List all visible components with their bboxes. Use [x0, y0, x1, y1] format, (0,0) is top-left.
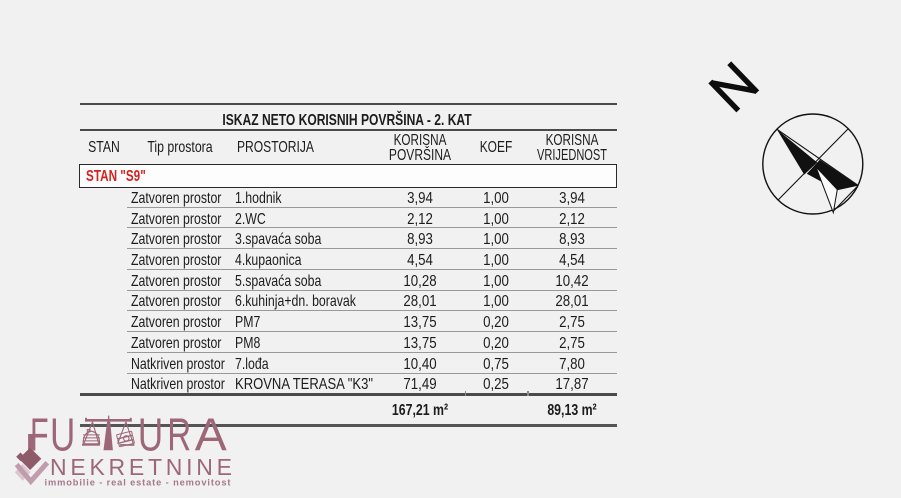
- svg-text:immobilie - real estate - nemo: immobilie - real estate - nemovitost: [45, 478, 231, 488]
- svg-text:U: U: [138, 408, 163, 460]
- svg-text:NEKRETNINE: NEKRETNINE: [50, 454, 232, 480]
- svg-text:U: U: [50, 408, 75, 460]
- svg-text:R: R: [167, 408, 191, 460]
- svg-text:F: F: [30, 408, 49, 460]
- svg-text:A: A: [195, 408, 227, 460]
